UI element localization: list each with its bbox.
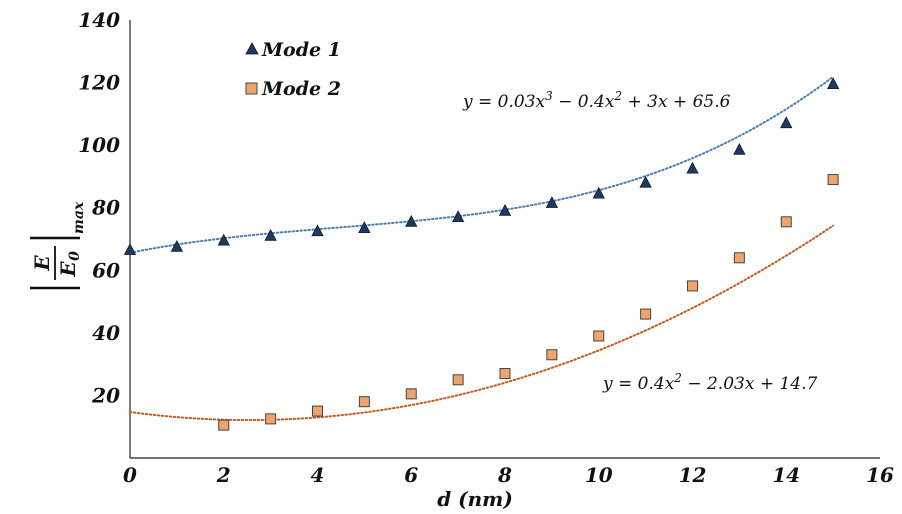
trendline-mode-1 [129, 75, 835, 254]
trendlines [129, 75, 835, 422]
data-point-mode-1 [639, 175, 652, 188]
x-tick-label: 4 [311, 463, 325, 487]
x-tick-label: 0 [123, 463, 137, 487]
y-axis-title: E E 0 max [30, 201, 87, 290]
data-point-mode-2 [827, 174, 839, 186]
data-point-mode-1 [451, 210, 465, 223]
x-tick-label: 6 [404, 463, 418, 487]
trendline-mode-2 [129, 224, 835, 422]
data-point-mode-1 [217, 233, 230, 246]
data-point-mode-1 [592, 186, 605, 199]
data-point-mode-1 [264, 229, 277, 241]
data-point-mode-2 [687, 280, 698, 292]
data-point-mode-1 [780, 116, 793, 129]
y-tick-label: 120 [78, 71, 120, 95]
data-point-mode-2 [218, 419, 230, 431]
data-point-mode-1 [826, 77, 840, 90]
data-point-mode-2 [312, 405, 323, 417]
data-point-mode-2 [265, 413, 277, 425]
legend: Mode 1 Mode 2 [245, 39, 341, 100]
y-tick-label: 20 [91, 383, 120, 407]
data-point-mode-1 [311, 224, 324, 237]
data-point-mode-1 [358, 221, 371, 233]
data-point-mode-2 [546, 349, 558, 361]
data-point-mode-2 [405, 388, 417, 400]
legend-marker-mode-2 [245, 82, 258, 95]
data-point-mode-1 [686, 161, 699, 174]
data-point-mode-2 [780, 216, 792, 228]
trendline-equation-mode-1: y = 0.03x3 − 0.4x2 + 3x + 65.6 [462, 89, 731, 112]
data-point-mode-1 [170, 239, 184, 252]
legend-marker-mode-1 [245, 42, 259, 55]
data-point-mode-2 [499, 368, 511, 380]
data-point-mode-1 [123, 243, 137, 255]
data-point-mode-2 [593, 330, 605, 342]
x-tick-label: 12 [679, 463, 707, 487]
data-point-mode-1 [405, 214, 418, 227]
ylabel-subscript: max [71, 201, 87, 234]
x-tick-label: 10 [585, 463, 613, 487]
x-tick-label: 2 [216, 463, 231, 487]
ticks: 0 2 4 6 8 10 12 14 16 20 40 60 80 100 120 140 [78, 8, 894, 487]
markers [123, 77, 840, 431]
trendline-equation-mode-2: y = 0.4x2 − 2.03x + 14.7 [602, 371, 818, 394]
legend-label-mode-1: Mode 1 [261, 39, 341, 61]
x-tick-label: 8 [497, 463, 512, 487]
x-tick-label: 14 [772, 463, 800, 487]
ylabel-denominator: E [56, 261, 80, 278]
data-point-mode-2 [733, 252, 745, 264]
y-tick-label: 60 [92, 258, 120, 282]
legend-label-mode-2: Mode 2 [261, 78, 341, 100]
x-axis-title: d (nm) [437, 487, 513, 511]
data-point-mode-1 [733, 142, 746, 155]
data-point-mode-1 [545, 196, 559, 208]
y-tick-label: 40 [92, 321, 120, 345]
y-tick-label: 80 [91, 196, 120, 220]
x-tick-label: 16 [866, 463, 894, 487]
data-point-mode-2 [358, 396, 370, 408]
y-tick-label: 100 [78, 133, 120, 157]
axes [129, 20, 880, 459]
y-tick-label: 140 [78, 8, 120, 32]
ylabel-numerator: E [30, 255, 54, 272]
data-point-mode-2 [452, 374, 464, 386]
data-point-mode-2 [640, 308, 652, 320]
data-point-mode-1 [498, 203, 512, 216]
ylabel-denominator-sub: 0 [67, 251, 83, 261]
